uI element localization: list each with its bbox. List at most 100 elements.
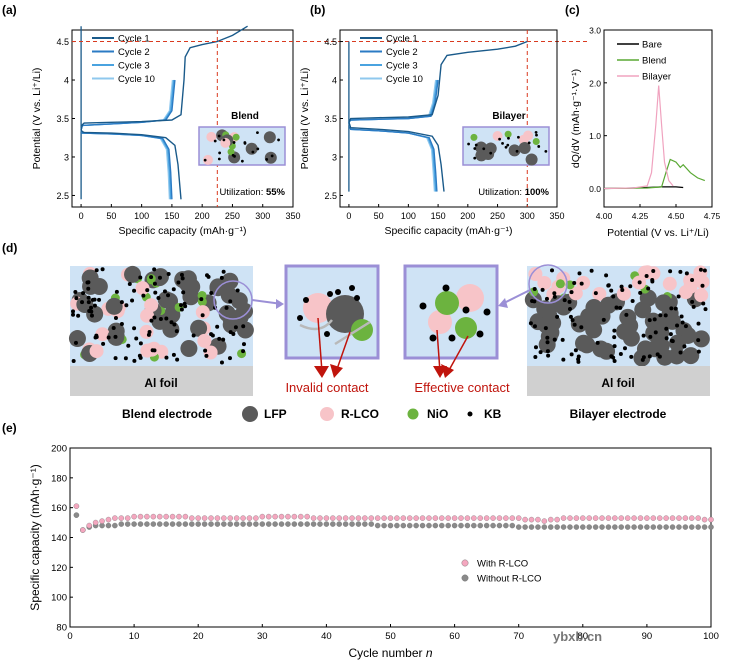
bilayer-electrode-particle-rlco (683, 279, 698, 294)
y-tick-label: 4 (64, 76, 69, 86)
bilayer-electrode-foil (527, 366, 710, 396)
bilayer-electrode-particle-lfp (636, 340, 654, 358)
point-without-r-lco (477, 522, 483, 529)
inset-particle-kb (527, 141, 531, 145)
series-discharge-cycle-10 (80, 129, 171, 200)
point-with-r-lco (451, 515, 458, 521)
point-without-r-lco (695, 524, 701, 530)
bilayer-electrode-particle-kb (678, 350, 683, 355)
bilayer-electrode-particle-kb (555, 314, 560, 319)
point-without-r-lco (189, 521, 195, 527)
point-without-r-lco (528, 524, 535, 530)
bilayer-electrode-particle-lfp (634, 301, 652, 319)
y-axis-label: Potential (V vs. Li⁺/Li) (299, 68, 311, 170)
inset-particle-nio (232, 133, 240, 141)
point-without-r-lco (490, 522, 496, 529)
bilayer-electrode-particle-kb (679, 314, 684, 319)
bilayer-electrode-particle-kb (528, 321, 533, 326)
x-axis-label: Cycle number n (348, 646, 432, 660)
inset-particle-kb (218, 151, 222, 155)
inset-particle-kb (501, 141, 504, 145)
blend-electrode-particle-kb (134, 336, 139, 341)
point-without-r-lco (355, 521, 362, 527)
point-without-r-lco (298, 521, 304, 527)
inset-title: Bilayer (492, 111, 525, 122)
point-without-r-lco (535, 524, 541, 530)
blend-electrode-particle-kb (152, 267, 157, 272)
point-without-r-lco (483, 522, 490, 529)
bilayer-electrode-particle-kb (614, 305, 619, 310)
point-with-r-lco (233, 515, 240, 521)
point-with-r-lco (278, 513, 285, 520)
chart-a-voltage-profile: 0 50 100 150 200 250 300 3502.533.544.5Specific… (31, 25, 587, 237)
bilayer-electrode-particle-kb (552, 291, 557, 296)
blend-electrode-particle-kb (221, 269, 226, 274)
zoom-arrowhead-left (276, 299, 284, 309)
y-axis-label: Specific capacity (mAh·g⁻¹) (28, 464, 42, 610)
blend-electrode-particle-kb (71, 309, 76, 314)
inset-particle-kb (232, 141, 236, 144)
point-without-r-lco (394, 522, 400, 529)
point-with-r-lco (580, 515, 586, 521)
point-with-r-lco (253, 515, 259, 521)
bilayer-electrode-particle-kb (644, 273, 649, 278)
blend-electrode-particle-kb (152, 281, 157, 286)
blend-electrode-particle-lfp (180, 340, 198, 358)
point-without-r-lco (208, 521, 214, 527)
point-with-r-lco (336, 515, 342, 521)
series-discharge-cycle-3 (348, 122, 437, 192)
point-without-r-lco (573, 524, 580, 530)
bilayer-electrode-particle-kb (532, 286, 537, 291)
x-axis-label: Specific capacity (mAh·g⁻¹) (118, 225, 246, 237)
blend-electrode-particle-kb (113, 356, 118, 361)
x-tick-label: 300 (255, 211, 270, 221)
blend-electrode-particle-kb (80, 300, 85, 305)
y-tick-label: 2.0 (589, 78, 601, 88)
bilayer-electrode-particle-kb (538, 350, 543, 355)
point-with-r-lco (496, 515, 503, 521)
bilayer-electrode-particle-kb (701, 301, 706, 306)
x-tick-label: 4.50 (668, 211, 685, 221)
blend-electrode-particle-kb (166, 271, 171, 276)
x-tick-label: 50 (374, 211, 384, 221)
bilayer-electrode-particle-lfp (575, 334, 593, 352)
inset-particle-kb (270, 154, 274, 158)
x-tick-label: 4.00 (596, 211, 613, 221)
blend-electrode-particle-kb (127, 281, 132, 286)
bilayer-electrode-particle-kb (618, 352, 623, 357)
bilayer-electrode-particle-kb (620, 288, 625, 293)
y-tick-label: 4 (332, 76, 337, 86)
zoom-kb (429, 334, 437, 342)
inset-particle-kb (217, 134, 221, 138)
x-tick-label: 100 (134, 211, 149, 221)
point-without-r-lco (618, 524, 625, 530)
point-without-r-lco (310, 521, 317, 527)
inset-particle-lfp (245, 142, 258, 155)
blend-electrode-particle-kb (178, 303, 183, 308)
inset-particle-kb (489, 151, 493, 155)
point-without-r-lco (201, 521, 208, 527)
bilayer-electrode-particle-kb (700, 283, 705, 288)
point-without-r-lco (624, 524, 631, 530)
point-without-r-lco (221, 521, 227, 527)
point-with-r-lco (477, 515, 483, 521)
blend-electrode-particle-kb (81, 291, 86, 296)
blend-electrode-particle-kb (219, 360, 224, 365)
point-without-r-lco (560, 524, 567, 530)
point-without-r-lco (548, 524, 554, 530)
blend-electrode-particle-kb (149, 318, 154, 323)
blend-electrode-particle-kb (153, 290, 158, 295)
plot-frame (71, 29, 294, 208)
blend-electrode-particle-kb (86, 300, 91, 305)
inset-particle-kb (474, 143, 478, 147)
point-without-r-lco (464, 522, 471, 529)
bilayer-electrode-particle-kb (573, 348, 578, 353)
bilayer-electrode-particle-kb (624, 312, 629, 317)
x-tick-label: 100 (703, 631, 719, 642)
bilayer-electrode-particle-kb (612, 344, 617, 349)
point-with-r-lco (330, 515, 336, 521)
x-axis-label: Potential (V vs. Li⁺/Li) (607, 227, 709, 239)
blend-electrode-particle-kb (113, 316, 118, 321)
bilayer-electrode-particle-rlco (568, 286, 583, 301)
bilayer-electrode-particle-kb (691, 304, 696, 309)
